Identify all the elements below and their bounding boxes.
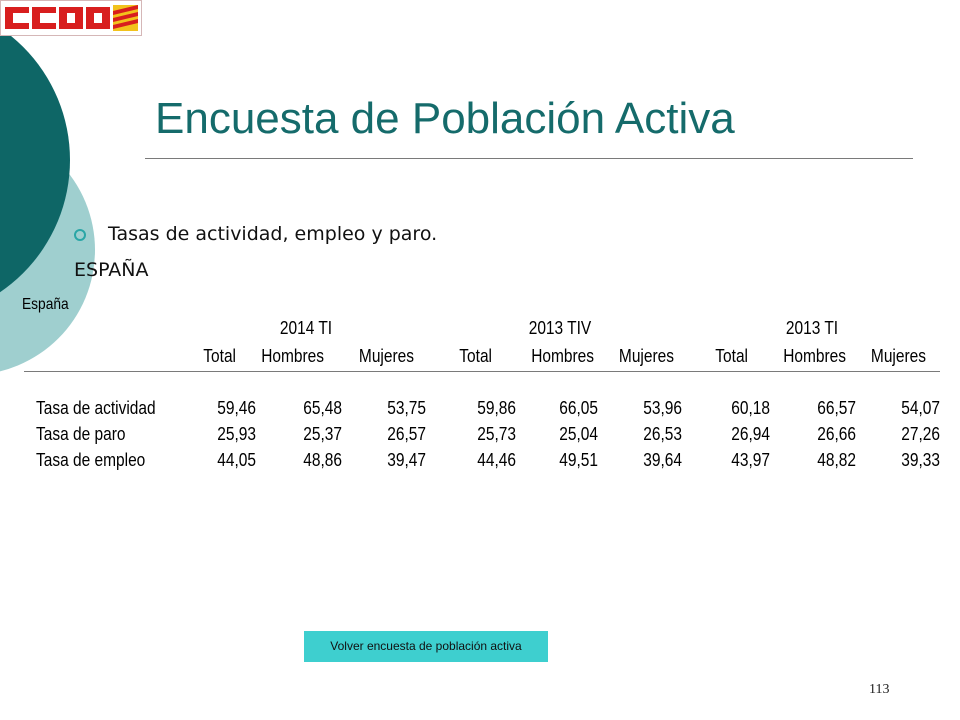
table-cell: 44,05 <box>217 450 256 470</box>
row-label: Tasa de paro <box>36 424 126 444</box>
table-cell: 26,57 <box>387 424 426 444</box>
table-cell: 25,93 <box>217 424 256 444</box>
table-cell: 66,57 <box>817 398 856 418</box>
back-to-survey-button[interactable]: Volver encuesta de población activa <box>304 631 548 662</box>
country-heading: ESPAÑA <box>74 259 149 281</box>
circle-bullet-icon <box>74 229 86 241</box>
table-cell: 26,94 <box>731 424 770 444</box>
page-number: 113 <box>869 682 890 697</box>
row-label: Tasa de empleo <box>36 450 146 470</box>
table-cell: 54,07 <box>901 398 940 418</box>
table-cell: 26,66 <box>817 424 856 444</box>
table-cell: 60,18 <box>731 398 770 418</box>
period-header: 2014 TI <box>279 318 333 338</box>
table-cell: 48,86 <box>303 450 342 470</box>
table-cell: 59,46 <box>217 398 256 418</box>
table-cell: 39,47 <box>387 450 426 470</box>
table-cell: 39,64 <box>643 450 682 470</box>
column-header: Mujeres <box>358 346 414 366</box>
table-cell: 43,97 <box>731 450 770 470</box>
table-cell: 27,26 <box>901 424 940 444</box>
bullet-text: Tasas de actividad, empleo y paro. <box>108 223 438 245</box>
period-header: 2013 TI <box>785 318 839 338</box>
column-header: Mujeres <box>618 346 674 366</box>
table-cell: 65,48 <box>303 398 342 418</box>
column-header: Total <box>459 346 492 366</box>
table-cell: 48,82 <box>817 450 856 470</box>
period-header: 2013 TIV <box>528 318 592 338</box>
column-header: Hombres <box>261 346 324 366</box>
row-label: Tasa de actividad <box>36 398 156 418</box>
table-cell: 39,33 <box>901 450 940 470</box>
table-header-divider <box>24 371 940 372</box>
column-header: Mujeres <box>870 346 926 366</box>
table-cell: 25,73 <box>477 424 516 444</box>
bullet-item: Tasas de actividad, empleo y paro. <box>74 223 437 245</box>
table-cell: 25,04 <box>559 424 598 444</box>
slide-title: Encuesta de Población Activa <box>155 94 735 143</box>
column-header: Hombres <box>531 346 594 366</box>
table-cell: 59,86 <box>477 398 516 418</box>
table-cell: 66,05 <box>559 398 598 418</box>
table-cell: 25,37 <box>303 424 342 444</box>
table-cell: 49,51 <box>559 450 598 470</box>
column-header: Total <box>715 346 748 366</box>
table-cell: 53,96 <box>643 398 682 418</box>
column-header: Hombres <box>783 346 846 366</box>
table-cell: 53,75 <box>387 398 426 418</box>
table-cell: 44,46 <box>477 450 516 470</box>
table-cell: 26,53 <box>643 424 682 444</box>
column-header: Total <box>203 346 236 366</box>
title-divider <box>145 158 913 159</box>
ccoo-logo <box>0 0 142 36</box>
table-label: España <box>22 296 69 313</box>
